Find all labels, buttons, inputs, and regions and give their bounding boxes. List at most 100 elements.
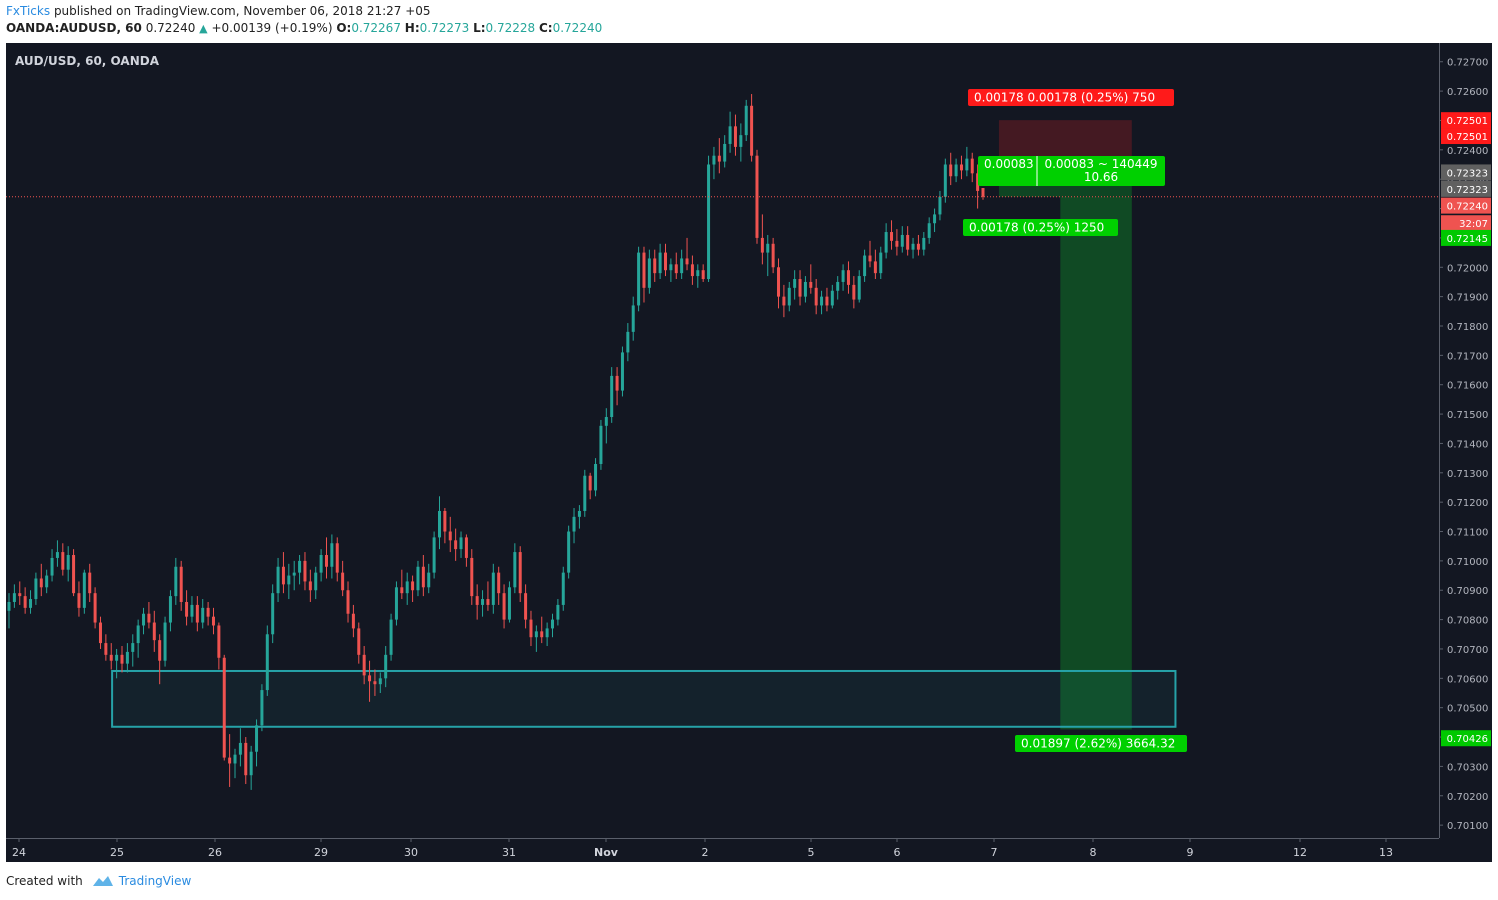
footer: Created with TradingView xyxy=(6,874,191,888)
chart-title: AUD/USD, 60, OANDA xyxy=(15,54,160,68)
candle-body xyxy=(34,578,38,600)
candle-body xyxy=(23,596,27,608)
candle-body xyxy=(916,243,920,250)
candle-body xyxy=(771,243,775,268)
candle-body xyxy=(481,599,485,605)
candle-body xyxy=(378,678,382,685)
price-chart[interactable]: 0.727000.726000.725000.724000.723000.722… xyxy=(0,0,1498,866)
price-tag-label: 0.72240 xyxy=(1447,202,1488,213)
stop-label: 0.00178 0.00178 (0.25%) 750 xyxy=(974,91,1155,105)
x-tick-label: 12 xyxy=(1293,846,1307,859)
candle-body xyxy=(373,681,377,685)
candle-body xyxy=(626,331,630,353)
candle-body xyxy=(674,264,678,274)
take-profit-zone xyxy=(1060,196,1132,730)
candlestick-series xyxy=(7,94,985,790)
candle-body xyxy=(825,296,829,306)
candle-body xyxy=(12,593,16,602)
y-tick-label: 0.70600 xyxy=(1447,674,1488,685)
x-tick-label: 2 xyxy=(702,846,709,859)
x-tick-label: 5 xyxy=(808,846,815,859)
candle-body xyxy=(50,557,54,576)
y-tick-label: 0.71500 xyxy=(1447,410,1488,421)
candle-body xyxy=(524,593,528,620)
candle-body xyxy=(793,279,797,288)
candle-body xyxy=(588,475,592,491)
chart-header: FxTicks published on TradingView.com, No… xyxy=(6,3,602,37)
published-text: published on TradingView.com, November 0… xyxy=(53,4,431,18)
target-label-bg xyxy=(1015,735,1187,752)
candle-body xyxy=(658,252,662,274)
candle-body xyxy=(610,375,614,418)
candle-body xyxy=(249,751,253,776)
x-tick-label: 31 xyxy=(502,846,516,859)
candle-body xyxy=(631,305,635,332)
candle-body xyxy=(707,164,711,280)
candle-body xyxy=(82,572,86,608)
candle-body xyxy=(486,599,490,605)
x-tick-label: 9 xyxy=(1187,846,1194,859)
candle-body xyxy=(572,516,576,532)
candle-body xyxy=(685,258,689,265)
candle-body xyxy=(233,754,237,764)
candle-body xyxy=(890,232,894,241)
tradingview-link[interactable]: TradingView xyxy=(91,874,191,888)
candle-body xyxy=(760,237,764,253)
candle-body xyxy=(868,255,872,262)
candle-body xyxy=(341,572,345,591)
close-value: 0.72240 xyxy=(552,21,603,35)
price-tag-label: 0.72323 xyxy=(1447,168,1488,179)
candle-body xyxy=(518,552,522,594)
candle-body xyxy=(39,578,43,588)
candle-body xyxy=(938,196,942,215)
entry-label-right-bottom: 10.66 xyxy=(1084,170,1118,184)
symbol-label: OANDA:AUDUSD, 60 xyxy=(6,21,142,35)
candle-body xyxy=(696,270,700,277)
candle-body xyxy=(529,619,533,638)
high-value: 0.72273 xyxy=(419,21,470,35)
x-tick-label: 13 xyxy=(1379,846,1393,859)
candle-body xyxy=(421,566,425,588)
candle-body xyxy=(109,654,113,661)
candle-body xyxy=(298,560,302,573)
candle-body xyxy=(201,607,205,623)
y-tick-label: 0.71100 xyxy=(1447,528,1488,539)
candle-body xyxy=(981,187,985,197)
candle-body xyxy=(464,537,468,558)
candle-body xyxy=(820,296,824,306)
up-arrow-icon: ▲ xyxy=(199,22,208,35)
candle-body xyxy=(669,264,673,271)
candle-body xyxy=(507,587,511,620)
y-tick-label: 0.72400 xyxy=(1447,146,1488,157)
candle-body xyxy=(142,613,146,626)
candle-body xyxy=(933,214,937,224)
price-tag xyxy=(1441,730,1491,747)
publisher-link[interactable]: FxTicks xyxy=(6,4,51,18)
quote-line: OANDA:AUDUSD, 60 0.72240 ▲ +0.00139 (+0.… xyxy=(6,20,602,37)
candle-body xyxy=(954,164,958,177)
candle-body xyxy=(545,628,549,638)
target-label: 0.01897 (2.62%) 3664.32 xyxy=(1021,737,1175,751)
candle-body xyxy=(147,613,151,623)
candle-body xyxy=(104,643,108,655)
candle-body xyxy=(190,604,194,617)
candle-body xyxy=(222,657,226,758)
candle-body xyxy=(357,628,361,655)
candle-body xyxy=(303,560,307,582)
candle-body xyxy=(927,223,931,238)
plot-background xyxy=(6,43,1439,838)
high-label: H: xyxy=(404,21,420,35)
publish-line: FxTicks published on TradingView.com, No… xyxy=(6,3,602,20)
tradingview-logo-icon xyxy=(92,876,113,886)
candle-body xyxy=(384,654,388,679)
candle-body xyxy=(400,587,404,594)
last-price: 0.72240 xyxy=(145,21,196,35)
candle-body xyxy=(949,164,953,177)
y-tick-label: 0.72600 xyxy=(1447,87,1488,98)
candle-body xyxy=(131,643,135,652)
x-tick-label: 24 xyxy=(12,846,26,859)
x-tick-label: 29 xyxy=(314,846,328,859)
candle-body xyxy=(723,143,727,162)
x-tick-label: 7 xyxy=(991,846,998,859)
candle-body xyxy=(895,240,899,247)
